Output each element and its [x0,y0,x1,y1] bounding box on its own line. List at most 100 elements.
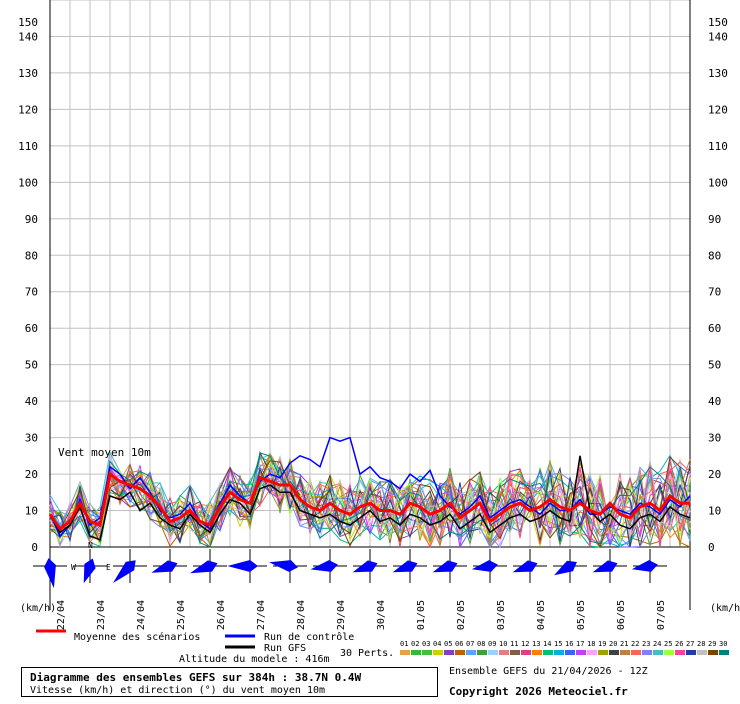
series-mean [48,471,690,531]
y-tick-label-right: 10 [708,505,721,518]
perturbation-series [49,450,691,549]
y-tick-label-left: 130 [18,67,38,80]
legend-pert-swatch [675,650,685,655]
legend-pert-number: 19 [598,640,606,648]
x-date-label: 07/05 [656,600,667,630]
y-tick-label-left: 120 [18,103,38,116]
legend-pert-number: 14 [543,640,551,648]
rose-petal [83,558,96,584]
legend-pert-number: 17 [576,640,584,648]
legend-pert-swatch [455,650,465,655]
wind-rose [592,549,627,583]
legend-label-mean: Moyenne des scénarios [74,631,200,643]
x-date-label: 27/04 [256,600,267,630]
y-tick-label-left: 30 [25,432,38,445]
y-tick-label-left: 20 [25,468,38,481]
y-tick-label-right: 140 [708,30,728,43]
rose-petal [512,560,538,573]
legend-pert-swatch [532,650,542,655]
legend-pert-swatch [466,650,476,655]
legend-pert-number: 23 [642,640,650,648]
legend-pert-number: 03 [422,640,430,648]
legend-pert-swatch [620,650,630,655]
y-tick-label-right: 100 [708,176,728,189]
perturbation-line [49,465,691,548]
y-tick-label-left: 140 [18,30,38,43]
copyright: Copyright 2026 Meteociel.fr [449,685,628,698]
rose-petal [227,560,258,572]
legend-pert-swatch [653,650,663,655]
legend-pert-swatch [488,650,498,655]
altitude-label: Altitude du modele : 416m [179,654,330,665]
y-tick-label-left: 60 [25,322,38,335]
legend-pert-number: 15 [554,640,562,648]
y-tick-label-right: 20 [708,468,721,481]
legend-pert-number: 27 [686,640,694,648]
info-box: Diagramme des ensembles GEFS sur 384h : … [21,667,438,697]
rose-petal [151,560,178,573]
y-tick-label-left: 50 [25,359,38,372]
rose-petal [592,560,618,573]
rose-petal [190,560,218,574]
wind-rose [151,549,187,583]
legend-pert-swatch [708,650,718,655]
y-tick-label-right: 50 [708,359,721,372]
legend-pert-number: 02 [411,640,419,648]
legend-pert-swatch [411,650,421,655]
x-date-label: 30/04 [376,600,387,630]
x-date-label: 25/04 [176,600,187,630]
y-tick-label-left: 10 [25,505,38,518]
legend-pert-number: 12 [521,640,529,648]
y-tick-label-left: 110 [18,140,38,153]
wind-rose [392,549,427,583]
legend-pert-swatch [598,650,608,655]
legend-pert-number: 21 [620,640,628,648]
x-date-label: 06/05 [616,600,627,630]
legend-pert-swatch [697,650,707,655]
legend-pert-swatch [510,650,520,655]
legend-pert-swatch [686,650,696,655]
x-date-label: 26/04 [216,600,227,630]
compass-e: E [106,563,111,572]
perturbation-line [49,456,691,549]
legend-pert-swatch [477,650,487,655]
legend-pert-swatch [609,650,619,655]
info-subtitle: Vitesse (km/h) et direction (°) du vent … [30,685,326,696]
legend-pert-swatch [444,650,454,655]
perturbation-line [49,454,691,539]
legend-pert-number: 20 [609,640,617,648]
rose-petal [113,560,136,583]
legend-label-control: Run de contrôle [264,631,354,643]
legend-pert-number: 01 [400,640,408,648]
x-date-label: 05/05 [576,600,587,630]
perturbation-line [49,452,691,548]
y-tick-label-left: 70 [25,286,38,299]
legend-pert-number: 24 [653,640,661,648]
x-date-label: 04/05 [536,600,547,630]
y-unit-left: (km/h) [20,603,56,614]
wind-rose [310,549,347,583]
legend-pert-swatch [400,650,410,655]
legend-pert-number: 11 [510,640,518,648]
legend-pert-swatch [664,650,674,655]
legend-pert-swatch [422,650,432,655]
legend-pert-number: 08 [477,640,485,648]
wind-rose: N W E [71,541,111,584]
compass-n: N [88,541,93,550]
rose-petal [269,560,298,572]
legend-pert-swatch [631,650,641,655]
main-series [48,436,691,541]
wind-rose [113,549,147,583]
wind-rose [33,549,67,589]
legend-pert-swatch [521,650,531,655]
legend-label-gfs: Run GFS [264,643,306,654]
y-unit-right: (km/h) [710,603,740,614]
y-tick-label-left: 80 [25,249,38,262]
legend-pert-number: 26 [675,640,683,648]
legend-pert-swatch [576,650,586,655]
x-date-label: 01/05 [416,600,427,630]
rose-petal [432,560,458,573]
legend-pert-number: 29 [708,640,716,648]
